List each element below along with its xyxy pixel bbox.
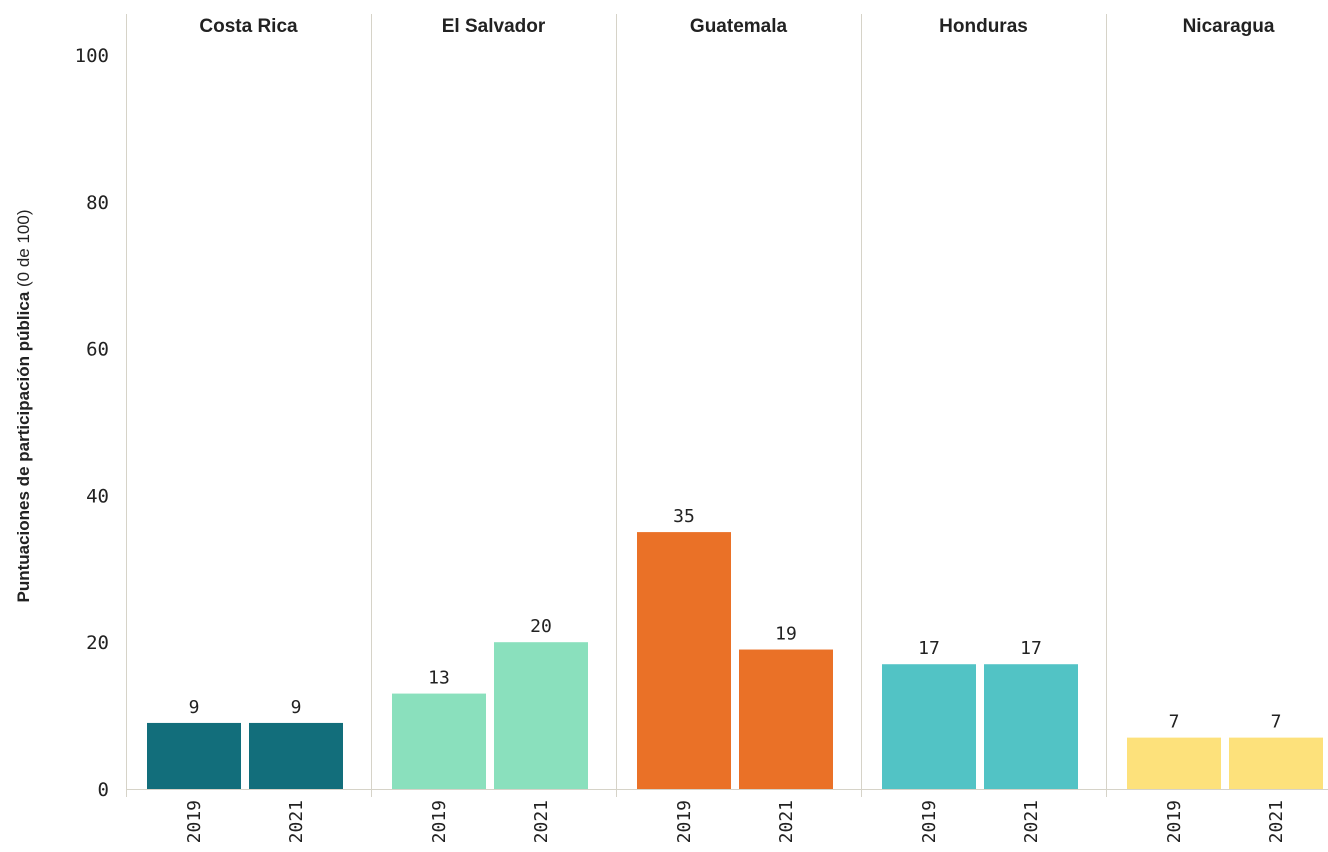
- panel-honduras: Honduras 17 2019 17 2021: [882, 16, 1078, 843]
- x-tick-label: 2019: [919, 800, 940, 843]
- y-axis-title-unit: (0 de 100): [14, 209, 33, 291]
- x-tick-label: 2021: [1266, 800, 1287, 843]
- bar-value-label: 35: [673, 506, 695, 527]
- bar: [739, 649, 833, 789]
- bar: [494, 642, 588, 789]
- bar-value-label: 17: [1020, 638, 1042, 659]
- y-tick-label: 40: [86, 485, 109, 507]
- y-tick-label: 60: [86, 339, 109, 361]
- y-axis-title: Puntuaciones de participación pública (0…: [14, 209, 33, 602]
- bar: [882, 664, 976, 789]
- x-tick-label: 2019: [1164, 800, 1185, 843]
- y-tick-label: 100: [75, 45, 109, 67]
- bar: [147, 722, 241, 789]
- bar-value-label: 9: [189, 697, 200, 718]
- y-tick-label: 80: [86, 192, 109, 214]
- bar: [984, 664, 1078, 789]
- panel-title: Nicaragua: [1183, 16, 1275, 37]
- panel-title: El Salvador: [442, 16, 546, 37]
- x-tick-label: 2019: [184, 800, 205, 843]
- bar: [392, 693, 486, 789]
- bar-value-label: 17: [918, 638, 940, 659]
- x-tick-label: 2021: [1021, 800, 1042, 843]
- panel-guatemala: Guatemala 35 2019 19 2021: [637, 16, 833, 843]
- panel-title: Honduras: [939, 16, 1028, 37]
- x-tick-label: 2021: [776, 800, 797, 843]
- y-tick-label: 0: [98, 779, 109, 801]
- x-tick-label: 2019: [429, 800, 450, 843]
- bar: [1127, 737, 1221, 789]
- bar-value-label: 7: [1271, 712, 1282, 733]
- y-tick-label: 20: [86, 632, 109, 654]
- bar: [1229, 737, 1323, 789]
- y-axis-title-main: Puntuaciones de participación pública: [14, 291, 33, 602]
- panel-el-salvador: El Salvador 13 2019 20 2021: [392, 16, 588, 843]
- bar-value-label: 19: [775, 624, 797, 645]
- panel-nicaragua: Nicaragua 7 2019 7 2021: [1127, 16, 1323, 843]
- bar-value-label: 9: [291, 697, 302, 718]
- x-tick-label: 2019: [674, 800, 695, 843]
- x-tick-label: 2021: [531, 800, 552, 843]
- bar-value-label: 13: [428, 668, 450, 689]
- y-axis: 0 20 40 60 80 100: [75, 45, 109, 801]
- x-tick-label: 2021: [286, 800, 307, 843]
- bar: [637, 532, 731, 789]
- bar-value-label: 7: [1169, 712, 1180, 733]
- panel-title: Costa Rica: [199, 16, 298, 37]
- bar-value-label: 20: [530, 616, 552, 637]
- bar: [249, 722, 343, 789]
- panel-costa-rica: Costa Rica 9 2019 9 2021: [147, 16, 343, 843]
- panel-title: Guatemala: [690, 16, 788, 37]
